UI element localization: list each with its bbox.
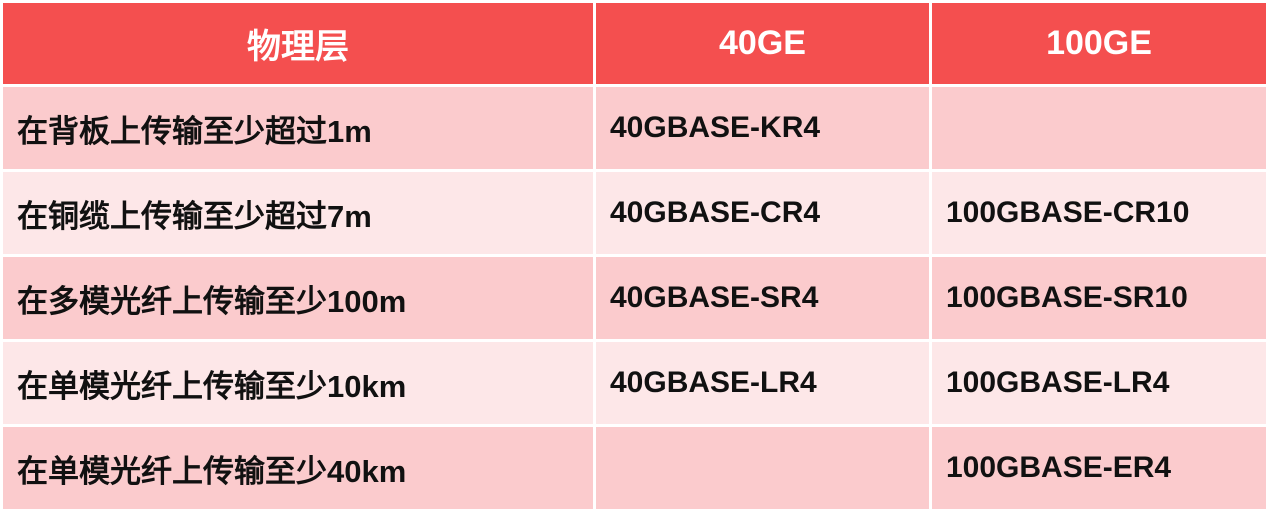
row-physical-layer: 在铜缆上传输至少超过7m	[2, 171, 595, 256]
table-body: 在背板上传输至少超过1m 40GBASE-KR4 在铜缆上传输至少超过7m 40…	[2, 86, 1266, 511]
table-row: 在背板上传输至少超过1m 40GBASE-KR4	[2, 86, 1266, 171]
table-row: 在单模光纤上传输至少40km 100GBASE-ER4	[2, 426, 1266, 511]
row-100ge-standard	[931, 86, 1266, 171]
row-physical-layer: 在单模光纤上传输至少40km	[2, 426, 595, 511]
header-row: 物理层 40GE 100GE	[2, 2, 1266, 86]
row-physical-layer: 在背板上传输至少超过1m	[2, 86, 595, 171]
row-40ge-standard	[595, 426, 931, 511]
table-row: 在多模光纤上传输至少100m 40GBASE-SR4 100GBASE-SR10	[2, 256, 1266, 341]
header-100ge: 100GE	[931, 2, 1266, 86]
row-40ge-standard: 40GBASE-SR4	[595, 256, 931, 341]
row-physical-layer: 在多模光纤上传输至少100m	[2, 256, 595, 341]
row-100ge-standard: 100GBASE-SR10	[931, 256, 1266, 341]
table-row: 在单模光纤上传输至少10km 40GBASE-LR4 100GBASE-LR4	[2, 341, 1266, 426]
row-physical-layer: 在单模光纤上传输至少10km	[2, 341, 595, 426]
row-40ge-standard: 40GBASE-KR4	[595, 86, 931, 171]
row-100ge-standard: 100GBASE-ER4	[931, 426, 1266, 511]
row-40ge-standard: 40GBASE-LR4	[595, 341, 931, 426]
row-100ge-standard: 100GBASE-CR10	[931, 171, 1266, 256]
row-40ge-standard: 40GBASE-CR4	[595, 171, 931, 256]
row-100ge-standard: 100GBASE-LR4	[931, 341, 1266, 426]
header-40ge: 40GE	[595, 2, 931, 86]
table-header: 物理层 40GE 100GE	[2, 2, 1266, 86]
header-physical-layer: 物理层	[2, 2, 595, 86]
table-row: 在铜缆上传输至少超过7m 40GBASE-CR4 100GBASE-CR10	[2, 171, 1266, 256]
